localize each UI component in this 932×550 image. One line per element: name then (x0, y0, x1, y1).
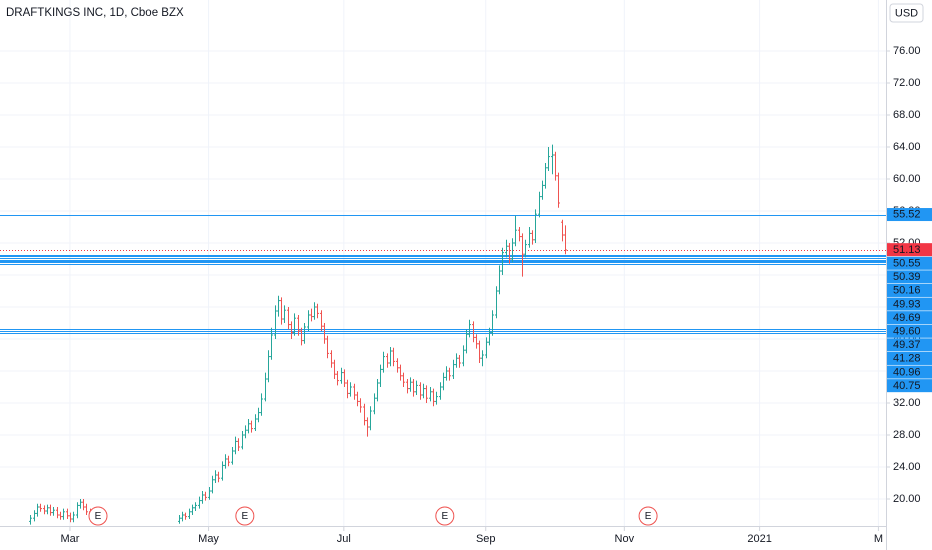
x-tick-label: Jul (337, 533, 351, 545)
price-label-box (887, 297, 932, 311)
y-tick-label: 76.00 (893, 45, 921, 57)
price-label: 41.28 (893, 353, 921, 365)
y-tick-label: 72.00 (893, 77, 921, 89)
price-label-box (887, 311, 932, 325)
currency[interactable]: USD (895, 7, 918, 19)
earnings-marker (235, 506, 255, 526)
price-label-box (887, 208, 932, 222)
price-label: 40.96 (893, 366, 921, 378)
y-tick-label: 32.00 (893, 397, 921, 409)
y-tick-label: 24.00 (893, 461, 921, 473)
earnings-label: E (441, 511, 448, 522)
bars (29, 144, 567, 525)
price-label-box (887, 243, 932, 257)
price-label: 51.13 (893, 244, 921, 256)
price-label-box (887, 283, 932, 297)
earnings-label: E (242, 511, 249, 522)
price-label: 49.60 (893, 325, 921, 337)
earnings-marker (638, 506, 658, 526)
earnings-marker (88, 506, 108, 526)
earnings-label: E (95, 511, 102, 522)
price-label: 50.16 (893, 285, 921, 297)
x-tick-label: 2021 (747, 533, 771, 545)
price-label: 50.39 (893, 271, 921, 283)
price-label: 40.75 (893, 380, 921, 392)
axes: 20.0024.0028.0032.0036.0040.0044.0048.00… (60, 45, 932, 545)
price-label: 49.93 (893, 298, 921, 310)
price-label-box (887, 351, 932, 365)
y-tick-label: 28.00 (893, 429, 921, 441)
price-label-box (887, 338, 932, 352)
x-tick-label: M (874, 533, 883, 545)
price-label-box (887, 379, 932, 393)
y-tick-label: 64.00 (893, 141, 921, 153)
price-label: 55.52 (893, 209, 921, 221)
price-label: 49.69 (893, 312, 921, 324)
price-lines (0, 215, 886, 334)
x-tick-label: May (198, 533, 219, 545)
y-tick-label: 60.00 (893, 173, 921, 185)
x-tick-label: Nov (615, 533, 635, 545)
price-label-box (887, 365, 932, 379)
x-tick-label: Mar (60, 533, 79, 545)
price-label-box (887, 324, 932, 338)
price-label: 50.55 (893, 257, 921, 269)
earnings-marker (435, 506, 455, 526)
x-tick-label: Sep (476, 533, 496, 545)
price-label-box (887, 270, 932, 284)
y-tick-label: 68.00 (893, 109, 921, 121)
price-label: 49.37 (893, 339, 921, 351)
currency-box[interactable] (889, 3, 924, 23)
y-tick-label: 20.00 (893, 493, 921, 505)
chart-title: DRAFTKINGS INC, 1D, Cboe BZX (6, 7, 184, 19)
price-label-box (887, 256, 932, 270)
earnings-label: E (645, 511, 652, 522)
